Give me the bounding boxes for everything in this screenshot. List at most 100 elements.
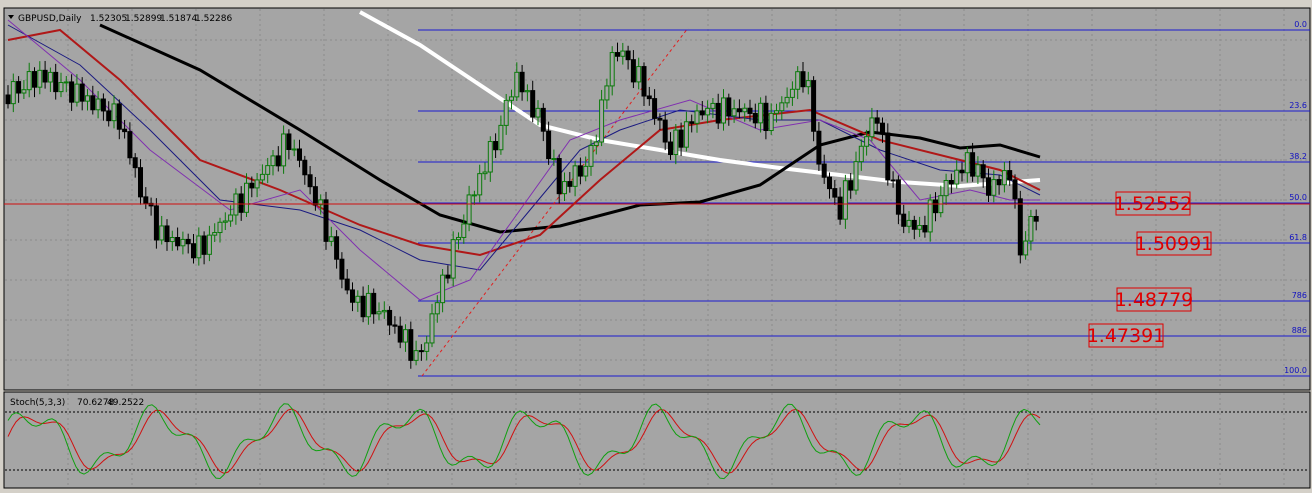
candle-body [779,102,785,112]
indicator-value: 70.6278 [77,398,114,408]
candle-body [328,236,334,242]
menu-arrow[interactable] [8,15,14,19]
candle-body [901,213,907,227]
stoch-signal [7,408,1041,474]
candle-body [111,103,117,122]
candle-body [710,102,716,109]
candle-body [864,136,870,147]
candle-body [429,313,435,344]
candle-body [943,180,949,197]
candle-body [747,107,753,114]
candle-body [572,165,578,187]
candle-body [641,66,647,97]
candle-body [143,196,149,204]
candle-body [461,223,467,238]
candle-body [69,81,75,103]
candle-body [148,202,154,207]
candle-body [636,66,642,83]
moving-average [359,10,1041,189]
stoch-main [7,403,1041,480]
candle-body [784,96,790,104]
fib-label: 50.0 [1289,193,1307,202]
candle-body [440,274,446,304]
price-boxes: 1.52552 1.50991 1.48779 1.47391 [1087,191,1214,348]
candle-body [418,350,424,353]
candle-body [789,88,795,98]
candle-body [408,329,414,361]
fib-label: 786 [1292,291,1307,300]
candle-body [609,52,615,87]
candle-body [885,132,891,181]
candle-body [736,108,742,113]
candle-body [980,164,986,179]
candle-body [530,90,536,118]
candle-body [334,236,340,260]
candle-body [185,238,191,245]
candle-body [715,102,721,124]
candle-body [281,133,287,167]
candle-body [58,82,64,93]
candle-body [180,238,186,247]
candle-body [948,180,954,185]
candle-body [206,234,212,255]
fib-label: 100.0 [1284,366,1307,375]
candle-body [360,295,366,318]
candle-body [562,181,567,195]
candle-body [397,325,403,343]
candle-body [16,81,22,94]
candle-body [917,225,923,230]
price: 1.51874 [160,14,197,24]
price-box-label: 1.50991 [1135,233,1214,255]
price-box [1115,191,1191,216]
candle-body [413,350,419,361]
candle-body [911,219,917,230]
candle-body [307,174,313,188]
candle-body [1028,216,1034,242]
candle-body [116,103,122,130]
price: 1.52899 [125,14,162,24]
candle-body [869,117,875,138]
candle-body [774,110,779,114]
candle-body [95,98,101,111]
candle-body [32,71,37,88]
candle-body [286,133,292,150]
candle-body [10,81,16,105]
candle-body [466,194,472,225]
candle-body [848,180,854,191]
candle-body [1007,170,1013,181]
stochastic [5,403,1309,480]
candle-body [996,179,1002,186]
candle-body [1001,170,1007,186]
candle-body [593,141,599,147]
candle-body [21,89,27,94]
symbol: GBPUSD,Daily [18,14,82,24]
indicator-name: Stoch(5,3,3) [10,398,65,408]
candle-body [222,220,228,223]
candle-body [768,112,774,132]
candle-body [752,112,758,124]
candle-body [228,214,234,222]
candle-body [53,71,59,93]
candle-body [1017,198,1023,256]
candle-body [816,130,822,165]
candle-body [265,165,271,175]
candle-body [42,69,48,83]
candle-body [509,96,514,101]
candle-body [159,225,165,241]
candle-body [615,52,620,57]
candle-body [726,97,732,117]
candle-body [339,258,345,280]
candle-body [244,182,249,213]
candle-body [683,121,689,148]
indicator-value: 49.2522 [107,398,144,408]
candle-body [381,309,387,313]
candle-body [583,165,589,177]
candle-body [403,329,408,343]
candle-body [275,155,281,167]
candle-body [699,110,705,116]
candle-body [471,194,477,197]
candle-body [805,80,811,88]
candle-body [970,152,976,177]
candle-body [625,50,631,61]
candle-body [668,141,673,156]
